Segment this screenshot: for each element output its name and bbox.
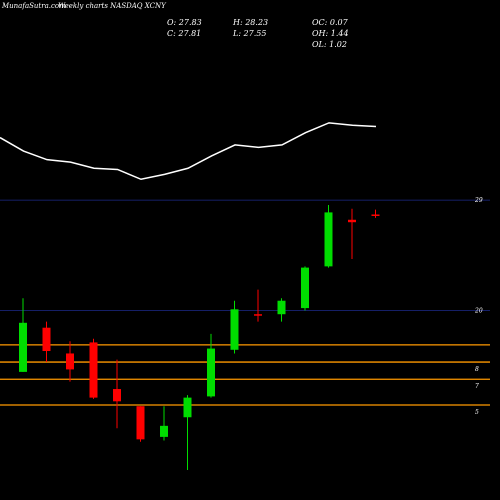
candle-body — [136, 406, 145, 440]
chart-title: Weekly charts NASDAQ XCNY — [58, 2, 167, 10]
candle-body — [301, 267, 309, 309]
oh-value: OH: 1.44 — [312, 29, 349, 38]
candle-13 — [324, 205, 333, 268]
candle-4 — [113, 359, 121, 429]
brand-label: MunafaSutra.com — [1, 2, 66, 10]
candle-body — [160, 425, 168, 437]
candle-body — [207, 348, 215, 397]
candle-3 — [89, 338, 98, 399]
candle-12 — [301, 266, 309, 311]
candle-14 — [348, 208, 356, 260]
candle-body — [183, 397, 192, 418]
level-label-1: 20 — [474, 308, 483, 315]
horizontal-levels: 29 20 8 7 5 — [0, 197, 490, 416]
candle-body — [19, 322, 27, 372]
candle-9 — [230, 300, 239, 354]
oc-value: OC: 0.07 — [312, 18, 349, 27]
candle-15 — [371, 209, 380, 218]
ol-value: OL: 1.02 — [312, 40, 347, 49]
level-label-0: 29 — [474, 197, 483, 204]
candle-11 — [277, 298, 286, 322]
moving-average — [0, 122, 377, 181]
candle-body — [324, 212, 333, 267]
candle-body — [277, 300, 286, 315]
candles — [19, 205, 380, 470]
candle-body — [230, 309, 239, 350]
high-value: H: 28.23 — [232, 18, 268, 27]
close-value: C: 27.81 — [167, 29, 201, 38]
candle-body — [348, 219, 356, 223]
open-value: O: 27.83 — [167, 18, 202, 27]
candle-1 — [42, 321, 51, 363]
candle-0 — [19, 298, 27, 372]
low-value: L: 27.55 — [232, 29, 266, 38]
candle-body — [89, 342, 98, 398]
candle-8 — [207, 333, 215, 398]
level-label-4: 7 — [475, 383, 479, 390]
moving-average-line — [0, 122, 377, 181]
candle-5 — [136, 406, 145, 442]
candle-body — [113, 389, 121, 402]
candle-body — [66, 353, 74, 370]
candle-10 — [254, 289, 262, 322]
candle-7 — [183, 395, 192, 470]
candle-body — [254, 314, 262, 316]
candle-body — [371, 214, 380, 216]
candle-body — [42, 327, 51, 352]
candle-2 — [66, 341, 74, 382]
level-label-3: 8 — [475, 366, 479, 373]
candle-6 — [160, 406, 168, 441]
level-label-5: 5 — [475, 409, 479, 416]
